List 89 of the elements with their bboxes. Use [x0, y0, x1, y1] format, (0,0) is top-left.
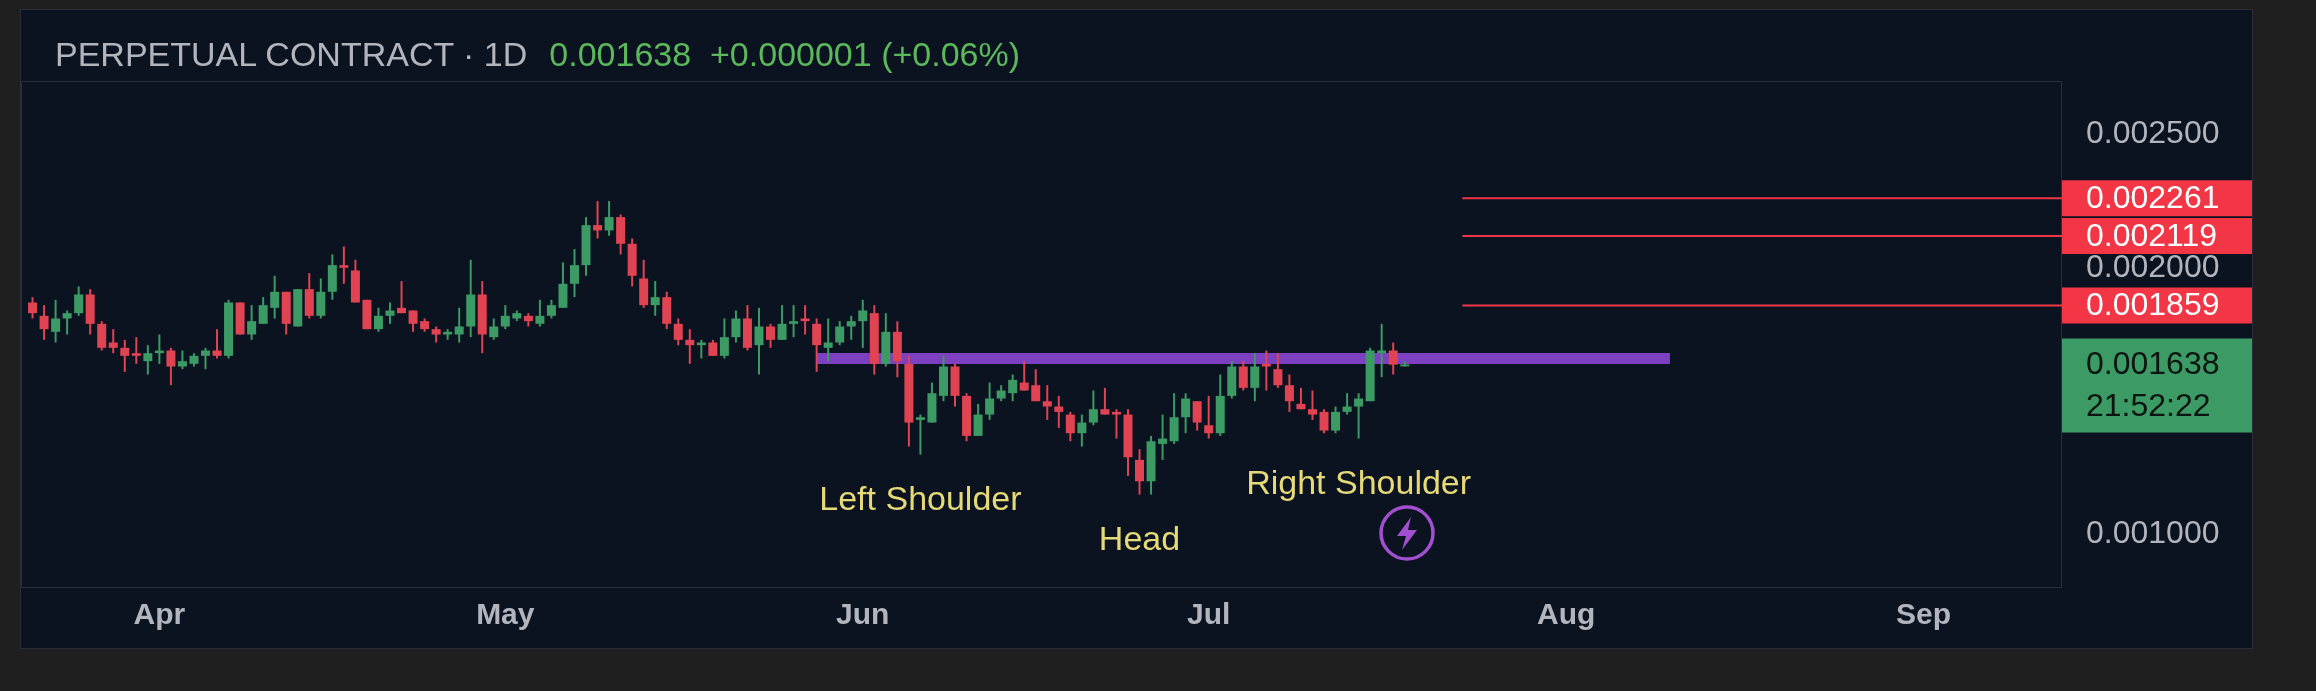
candlestick: [143, 344, 153, 376]
candlestick: [397, 280, 407, 315]
candlestick: [800, 304, 810, 336]
candlestick: [812, 317, 822, 373]
x-tick-label: May: [476, 597, 535, 631]
candlestick: [1019, 360, 1029, 392]
candlestick: [535, 298, 545, 328]
candlestick: [166, 346, 176, 387]
candlestick: [731, 309, 741, 344]
chart-title: PERPETUAL CONTRACT · 1D: [55, 34, 528, 74]
data-label: 0.001859: [2086, 286, 2220, 323]
candlestick: [108, 328, 118, 355]
candlestick: [915, 413, 925, 456]
candlestick: [131, 336, 141, 365]
candlestick: [1008, 373, 1018, 403]
annotation: Left Shoulder: [819, 478, 1022, 517]
candlestick: [1204, 394, 1214, 440]
candlestick: [1307, 389, 1317, 421]
y-tick-label: 0.001000: [2086, 514, 2220, 551]
candlestick: [719, 317, 729, 360]
candlestick: [1111, 408, 1121, 440]
candlestick: [74, 285, 84, 317]
candlestick: [1250, 352, 1260, 403]
candlestick: [201, 346, 210, 371]
candlestick: [1181, 392, 1191, 435]
candlestick: [39, 304, 49, 341]
candlestick: [270, 274, 280, 320]
candlestick: [1042, 384, 1052, 421]
candlestick: [593, 200, 603, 240]
candlestick: [51, 298, 61, 344]
candlestick: [546, 298, 556, 320]
text: 21:52:22: [2086, 387, 2211, 424]
candlestick: [777, 304, 787, 341]
candlestick: [28, 296, 38, 320]
candlestick: [454, 306, 464, 344]
candlestick: [1192, 400, 1202, 432]
candlestick: [1354, 392, 1364, 440]
candlestick: [489, 317, 499, 341]
candlestick: [789, 304, 799, 339]
candlestick: [569, 248, 579, 299]
candlestick: [973, 402, 983, 437]
candlestick: [1238, 360, 1248, 392]
candlestick: [1158, 413, 1168, 461]
candlestick: [1077, 413, 1087, 448]
x-tick-label: Jul: [1187, 597, 1231, 631]
annotation: Head: [1098, 518, 1181, 557]
chart-subtitle: 0.001638 +0.000001 (+0.06%): [549, 34, 1021, 74]
candlestick: [500, 304, 510, 331]
candlestick: [120, 338, 130, 373]
data-label: 0.002261: [2086, 178, 2220, 215]
candlestick: [823, 317, 833, 363]
candlestick: [835, 320, 845, 347]
candlestick: [1031, 368, 1041, 403]
candlestick: [212, 328, 222, 360]
candlestick: [1331, 405, 1341, 435]
y-tick-label: 0.002500: [2086, 114, 2220, 151]
candlestick: [754, 306, 764, 376]
candlestick: [1273, 352, 1283, 389]
candlestick: [1065, 410, 1075, 443]
candlestick: [846, 314, 856, 341]
candlestick: [247, 304, 257, 341]
candlestick: [408, 309, 418, 333]
candlestick: [1088, 389, 1098, 427]
candlestick: [1135, 448, 1145, 496]
candlestick: [373, 306, 383, 333]
candlestick: [685, 328, 695, 365]
candlestick: [673, 317, 683, 347]
x-tick-label: Sep: [1896, 597, 1952, 631]
candlestick: [385, 301, 395, 325]
candlestick: [339, 245, 349, 285]
candlestick: [858, 298, 868, 349]
candlestick: [1342, 392, 1352, 416]
x-tick-label: Jun: [836, 597, 890, 631]
candlestick: [985, 381, 995, 421]
candlestick: [650, 280, 660, 317]
candlestick: [1100, 386, 1110, 416]
candlestick: [1284, 373, 1294, 413]
candlestick: [1319, 408, 1329, 435]
text: 0.001638: [2086, 345, 2220, 382]
candlestick: [258, 296, 268, 325]
candlestick: [604, 200, 614, 237]
x-tick-label: Aug: [1537, 597, 1596, 631]
annotation: Right Shoulder: [1246, 462, 1472, 501]
candlestick: [766, 322, 776, 349]
x-tick-label: Apr: [133, 597, 186, 631]
candlestick: [62, 309, 72, 336]
candlestick: [177, 349, 187, 371]
candlestick: [1054, 394, 1064, 429]
candlestick: [1261, 349, 1271, 392]
